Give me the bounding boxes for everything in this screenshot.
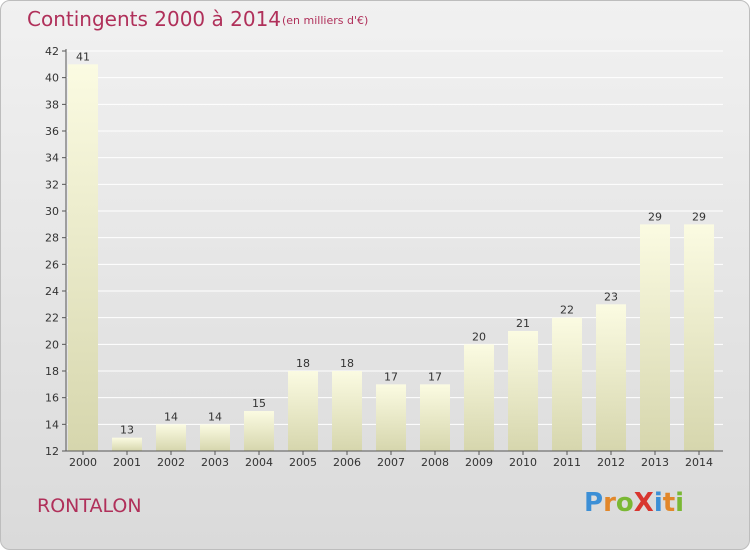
data-label: 14	[164, 410, 178, 423]
y-tick-label: 12	[45, 445, 59, 458]
data-label: 29	[692, 210, 706, 223]
bar	[552, 317, 582, 451]
x-tick-label: 2009	[465, 456, 493, 469]
x-tick-label: 2001	[113, 456, 141, 469]
data-label: 20	[472, 330, 486, 343]
place-name: RONTALON	[37, 495, 142, 517]
y-tick-label: 42	[45, 45, 59, 58]
data-label: 18	[296, 357, 310, 370]
y-tick-label: 22	[45, 312, 59, 325]
data-labels: 41 13 14 14 15 18 18 17 17 20 21 22 23 29 29	[76, 50, 706, 436]
y-tick-label: 18	[45, 365, 59, 378]
bar	[112, 437, 142, 451]
x-tick-label: 2014	[685, 456, 713, 469]
data-label: 15	[252, 397, 266, 410]
bar	[68, 64, 98, 452]
bar	[464, 344, 494, 451]
chart-subtitle: (en milliers d'€)	[282, 14, 369, 27]
y-tick-label: 30	[45, 205, 59, 218]
data-label: 17	[384, 370, 398, 383]
data-label: 14	[208, 410, 222, 423]
x-tick-label: 2003	[201, 456, 229, 469]
y-tick-label: 16	[45, 392, 59, 405]
bar	[288, 371, 318, 451]
y-tick-label: 40	[45, 72, 59, 85]
y-tick-label: 36	[45, 125, 59, 138]
x-tick-label: 2007	[377, 456, 405, 469]
x-tick-label: 2013	[641, 456, 669, 469]
x-tick-label: 2005	[289, 456, 317, 469]
data-label: 13	[120, 424, 134, 437]
x-tick-label: 2012	[597, 456, 625, 469]
x-tick-label: 2000	[69, 456, 97, 469]
axes: 12 14 16 18 20 22 24 26 28 30 32 34 36 38 40 42 2000 2001…	[45, 45, 723, 469]
x-tick-label: 2008	[421, 456, 449, 469]
y-tick-label: 26	[45, 258, 59, 271]
x-tick-label: 2010	[509, 456, 537, 469]
bar	[376, 384, 406, 451]
bar	[332, 371, 362, 451]
bar	[420, 384, 450, 451]
data-label: 21	[516, 317, 530, 330]
x-tick-label: 2002	[157, 456, 185, 469]
bar	[508, 331, 538, 451]
x-tick-label: 2011	[553, 456, 581, 469]
data-label: 23	[604, 290, 618, 303]
x-tick-label: 2006	[333, 456, 361, 469]
bar	[200, 424, 230, 451]
bar	[684, 224, 714, 451]
y-tick-label: 38	[45, 98, 59, 111]
bar	[596, 304, 626, 451]
y-tick-label: 32	[45, 178, 59, 191]
bar	[640, 224, 670, 451]
y-tick-label: 14	[45, 418, 59, 431]
data-label: 29	[648, 210, 662, 223]
bars	[68, 64, 714, 452]
proxiti-logo[interactable]: ProXiti	[584, 488, 685, 518]
data-label: 18	[340, 357, 354, 370]
data-label: 17	[428, 370, 442, 383]
y-tick-label: 28	[45, 232, 59, 245]
data-label: 41	[76, 50, 90, 63]
data-label: 22	[560, 304, 574, 317]
bar	[244, 411, 274, 451]
y-tick-label: 20	[45, 338, 59, 351]
chart-title: Contingents 2000 à 2014	[27, 7, 282, 31]
x-tick-label: 2004	[245, 456, 273, 469]
y-tick-label: 34	[45, 152, 59, 165]
y-tick-label: 24	[45, 285, 59, 298]
bar	[156, 424, 186, 451]
